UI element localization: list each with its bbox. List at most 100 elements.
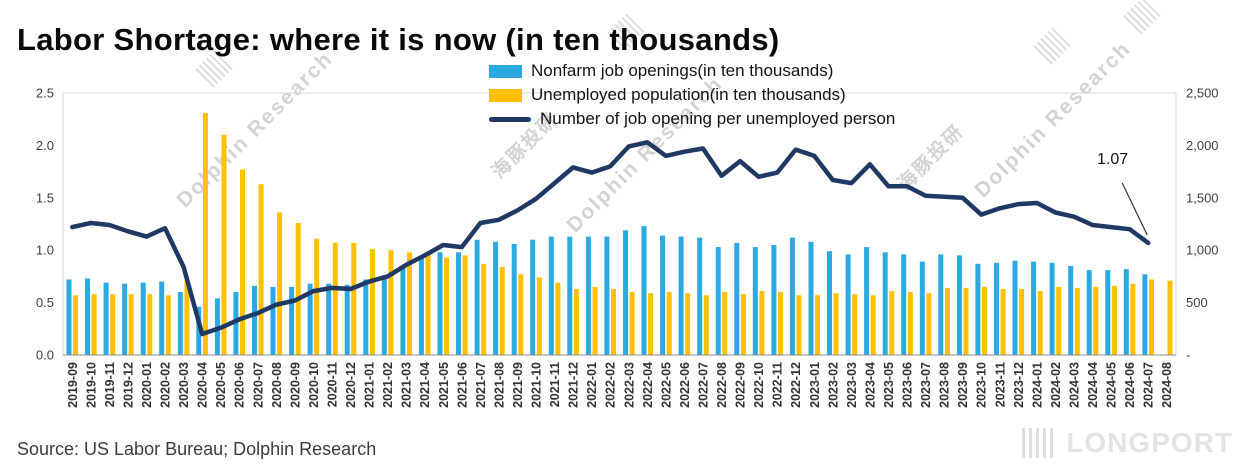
bar-unemployed <box>685 293 691 355</box>
x-axis-label: 2020-01 <box>140 362 154 408</box>
bar-unemployed <box>518 274 524 355</box>
bar-unemployed <box>796 295 802 355</box>
bar-unemployed <box>1111 285 1117 355</box>
legend-label-unemployed: Unemployed population(in ten thousands) <box>531 85 846 104</box>
x-axis-label: 2023-02 <box>826 362 840 408</box>
legend-item-unemployed: Unemployed population(in ten thousands) <box>489 83 895 107</box>
bar-unemployed <box>1019 289 1025 355</box>
legend-item-ratio-line: Number of job opening per unemployed per… <box>489 107 895 131</box>
bar-unemployed <box>444 257 450 355</box>
x-axis-label: 2020-03 <box>177 362 191 408</box>
x-axis-label: 2024-06 <box>1123 362 1137 408</box>
bar-unemployed <box>982 286 987 355</box>
bar-job-openings <box>1031 261 1037 355</box>
bar-job-openings <box>1142 274 1148 355</box>
left-axis-tick: 0.0 <box>36 348 54 363</box>
bar-unemployed <box>499 267 505 355</box>
line-end-annotation: 1.07 <box>1097 151 1129 168</box>
x-axis-label: 2023-06 <box>901 362 915 408</box>
bar-unemployed <box>1000 289 1006 355</box>
bar-job-openings <box>827 251 832 355</box>
left-axis-tick: 2.0 <box>36 138 54 153</box>
bar-job-openings <box>771 245 777 355</box>
bar-unemployed <box>852 294 858 355</box>
bar-job-openings <box>456 252 461 355</box>
bar-job-openings <box>715 247 721 355</box>
x-axis-label: 2020-09 <box>288 362 302 408</box>
legend: Nonfarm job openings(in ten thousands) U… <box>489 59 895 131</box>
ratio-line <box>70 140 1151 337</box>
bar-job-openings <box>845 254 851 355</box>
bar-job-openings <box>808 241 814 355</box>
right-axis-tick: 1,500 <box>1186 190 1219 205</box>
bar-job-openings <box>122 283 128 355</box>
x-axis-label: 2024-01 <box>1030 362 1044 408</box>
bar-unemployed <box>407 252 412 355</box>
bar-job-openings <box>882 252 888 355</box>
bar-unemployed <box>147 294 153 355</box>
x-axis-label: 2022-01 <box>585 362 599 408</box>
bar-job-openings <box>363 279 369 355</box>
x-axis-label: 2020-04 <box>196 362 210 408</box>
bar-unemployed <box>592 286 598 355</box>
x-axis-label: 2022-05 <box>659 362 673 408</box>
bar-job-openings <box>326 283 332 355</box>
x-axis-label: 2023-05 <box>882 362 896 408</box>
bar-job-openings <box>1068 265 1074 355</box>
bar-unemployed <box>240 169 245 355</box>
left-axis-tick: 0.5 <box>36 295 54 310</box>
bar-job-openings <box>66 279 72 355</box>
x-axis-label: 2021-06 <box>455 362 469 408</box>
bar-job-openings <box>697 237 703 355</box>
bar-unemployed <box>481 263 487 355</box>
bar-job-openings <box>604 236 610 355</box>
x-axis-label: 2022-11 <box>771 362 785 407</box>
x-axis-label: 2022-07 <box>696 362 710 408</box>
bar-unemployed <box>722 292 728 355</box>
bar-job-openings <box>530 239 536 355</box>
x-axis-label: 2020-05 <box>214 362 228 408</box>
bar-unemployed <box>425 252 431 355</box>
source-note: Source: US Labor Bureau; Dolphin Researc… <box>17 439 377 459</box>
bar-unemployed <box>1093 286 1099 355</box>
bar-job-openings <box>418 257 424 355</box>
bar-job-openings <box>474 239 480 355</box>
bar-job-openings <box>177 292 183 355</box>
x-axis-label: 2023-11 <box>993 362 1007 407</box>
legend-swatch-blue <box>489 64 522 78</box>
bar-job-openings <box>307 283 313 355</box>
bar-unemployed <box>889 291 895 355</box>
x-axis-label: 2020-02 <box>159 362 173 408</box>
bar-job-openings <box>734 242 740 355</box>
legend-item-job-openings: Nonfarm job openings(in ten thousands) <box>489 59 895 83</box>
x-axis-label: 2024-02 <box>1049 362 1063 408</box>
bar-unemployed <box>611 289 616 355</box>
bar-job-openings <box>1012 260 1018 355</box>
bar-unemployed <box>648 293 654 355</box>
bar-unemployed <box>332 242 338 355</box>
bar-unemployed <box>629 292 635 355</box>
bar-job-openings <box>938 254 944 355</box>
chart-title: Labor Shortage: where it is now (in ten … <box>17 22 780 57</box>
longport-wordmark: LONGPORT <box>1066 427 1233 458</box>
bar-unemployed <box>277 212 283 355</box>
bar-unemployed <box>740 294 746 355</box>
bar-job-openings <box>400 267 406 355</box>
x-axis-label: 2023-01 <box>808 362 822 408</box>
bar-job-openings <box>140 282 146 355</box>
bar-job-openings <box>623 230 628 355</box>
bar-unemployed <box>666 292 672 355</box>
bar-unemployed <box>963 287 969 355</box>
x-axis-label: 2024-08 <box>1160 362 1174 408</box>
x-axis-label: 2019-09 <box>66 362 80 408</box>
x-axis-label: 2023-04 <box>863 362 877 408</box>
bar-job-openings <box>901 254 907 355</box>
x-axis-label: 2021-03 <box>400 362 414 408</box>
x-axis-label: 2022-09 <box>734 362 748 408</box>
bar-unemployed <box>703 295 709 355</box>
bar-job-openings <box>85 278 90 355</box>
bar-job-openings <box>567 236 573 355</box>
bar-unemployed <box>1167 280 1173 355</box>
bar-unemployed <box>833 293 839 355</box>
x-axis-label: 2021-10 <box>530 362 544 408</box>
